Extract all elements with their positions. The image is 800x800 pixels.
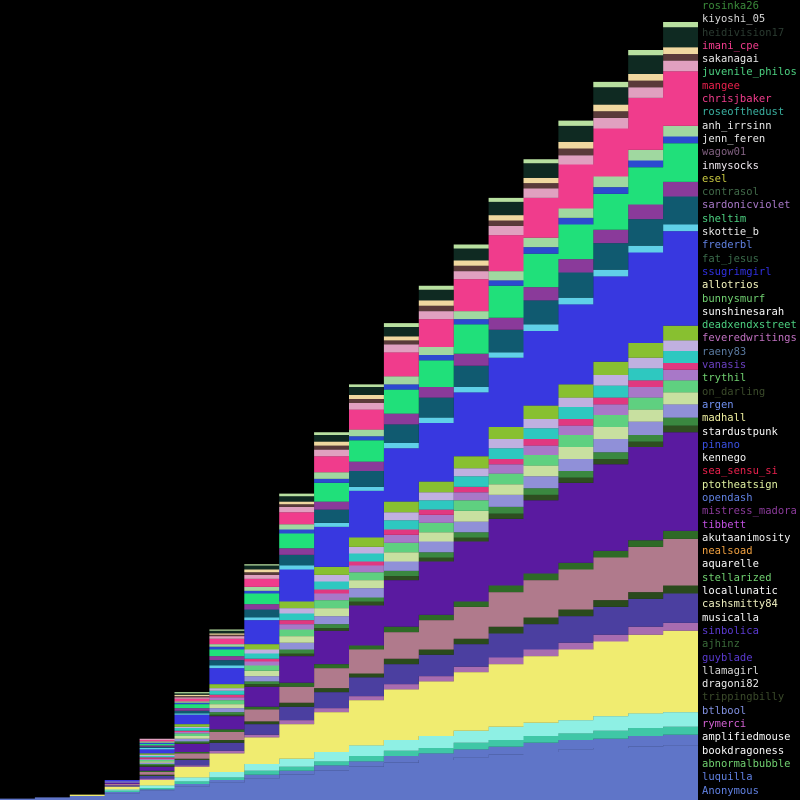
- legend-item: skottie_b: [702, 226, 759, 239]
- legend-item: stardustpunk: [702, 425, 778, 438]
- area-series-argen: [0, 41, 698, 799]
- stacked-area-chart: [0, 2, 698, 800]
- legend-item: bunnysmurf: [702, 292, 766, 305]
- legend-item: akutaanimosity: [702, 531, 791, 544]
- area-series-bookdragoness: [0, 710, 698, 799]
- area-series-Anonymous: [0, 744, 698, 800]
- area-series-cashsmitty84: [0, 381, 698, 799]
- area-series-on_darling: [0, 35, 698, 799]
- legend-item: sea_sensu_si: [702, 465, 778, 478]
- legend-item: opendash: [702, 491, 753, 504]
- legend-item: sardonicviolet: [702, 199, 791, 212]
- area-series-trippingbilly: [0, 581, 698, 799]
- legend-item: chrisjbaker: [702, 93, 772, 106]
- legend-item: roseofthedust: [702, 106, 785, 119]
- legend-item: nealsoad: [702, 545, 753, 558]
- area-series-aquarelle: [0, 352, 698, 799]
- legend-item: feveredwritings: [702, 332, 797, 345]
- legend-item: argen: [702, 398, 734, 411]
- legend-item: frederbl: [702, 239, 753, 252]
- legend-item: amplifiedmouse: [702, 731, 791, 744]
- legend-item: mistress_madora: [702, 505, 797, 518]
- legend-item: trythil: [702, 372, 747, 385]
- area-series-rymerci: [0, 618, 698, 799]
- area-series-nealsoad: [0, 340, 698, 799]
- area-series-locallunatic: [0, 369, 698, 799]
- legend-item: llamagirl: [702, 664, 759, 677]
- area-series-abnormalbubble: [0, 725, 698, 799]
- legend-item: kiyoshi_05: [702, 13, 766, 26]
- legend-item: ajhinz: [702, 638, 740, 651]
- legend-item: pinano: [702, 438, 740, 451]
- legend-item: inmysocks: [702, 159, 759, 172]
- legend-item: fat_jesus: [702, 252, 759, 265]
- legend-item: aquarelle: [702, 558, 759, 571]
- legend-item: allotrios: [702, 279, 759, 292]
- legend-item: vanasis: [702, 359, 747, 372]
- legend-item: musicalla: [702, 611, 759, 624]
- legend-item: guyblade: [702, 651, 753, 664]
- legend-item: sakanagai: [702, 53, 759, 66]
- legend-item: tibbett: [702, 518, 747, 531]
- area-series-raeny83: [0, 2, 698, 799]
- area-series-opendash: [0, 209, 698, 799]
- legend-item: ptotheatsign: [702, 478, 778, 491]
- area-series-pinano: [0, 120, 698, 799]
- legend-item: locallunatic: [702, 585, 778, 598]
- legend-item: esel: [702, 172, 728, 185]
- legend-item: bookdragoness: [702, 744, 785, 757]
- area-series-llamagirl: [0, 525, 698, 799]
- legend-item: on_darling: [702, 385, 766, 398]
- legend-item: abnormalbubble: [702, 757, 791, 770]
- legend-item: kennego: [702, 452, 747, 465]
- legend-item: sinbolica: [702, 624, 759, 637]
- legend-item: sunshinesarah: [702, 305, 785, 318]
- legend-item: deadxendxstreet: [702, 319, 797, 332]
- legend-item: heidivision17: [702, 26, 785, 39]
- legend-item: raeny83: [702, 345, 747, 358]
- legend-item: sheltim: [702, 212, 747, 225]
- area-series-trythil: [0, 28, 698, 799]
- legend-item: stellarized: [702, 571, 772, 584]
- legend-item: juvenile_philos: [702, 66, 797, 79]
- legend-item: dragoni82: [702, 678, 759, 691]
- area-series-madhall: [0, 52, 698, 799]
- area-series-amplifiedmouse: [0, 626, 698, 799]
- area-series-sea_sensu_si: [0, 167, 698, 799]
- area-series-ptotheatsign: [0, 181, 698, 799]
- legend-item: trippingbilly: [702, 691, 785, 704]
- legend-item: ssugrimgirl: [702, 265, 772, 278]
- legend-item: wagow01: [702, 146, 747, 159]
- legend-item: imani_cpe: [702, 39, 759, 52]
- legend-item: mangee: [702, 79, 740, 92]
- legend-item: madhall: [702, 412, 747, 425]
- legend-item: jenn_feren: [702, 132, 766, 145]
- area-series-vanasis: [0, 7, 698, 799]
- legend-item: btlbool: [702, 704, 747, 717]
- legend-item: rymerci: [702, 718, 747, 731]
- legend: rosinka26 kiyoshi_05 heidivision17 imani_cp…: [702, 0, 800, 800]
- legend-item: luquilla: [702, 771, 753, 784]
- area-series-akutaanimosity: [0, 329, 698, 799]
- legend-item: anh_irrsinn: [702, 119, 772, 132]
- area-series-tibbett: [0, 315, 698, 799]
- area-series-luquilla: [0, 733, 698, 799]
- area-series-stellarized: [0, 359, 698, 799]
- legend-item: cashsmitty84: [702, 598, 778, 611]
- area-series-kennego: [0, 127, 698, 799]
- legend-item: Anonymous: [702, 784, 759, 797]
- legend-item: contrasol: [702, 186, 759, 199]
- legend-item: rosinka26: [702, 0, 759, 12]
- area-series-btlbool: [0, 589, 698, 799]
- area-series-stardustpunk: [0, 109, 698, 799]
